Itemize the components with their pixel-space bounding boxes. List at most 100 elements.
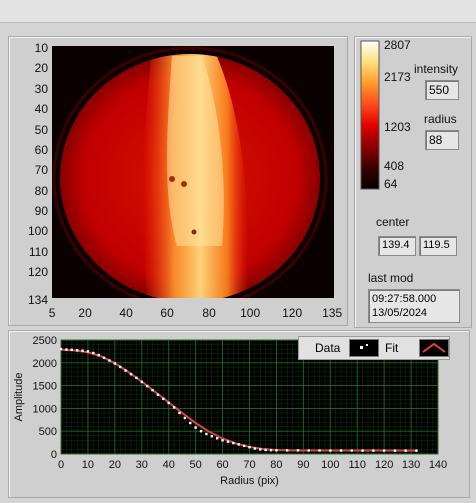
data-point <box>145 384 149 388</box>
image-y-tick: 30 <box>34 82 48 96</box>
data-point <box>242 444 246 447</box>
data-point <box>361 449 364 452</box>
data-point <box>259 448 262 451</box>
colorbar-tick: 2173 <box>384 70 411 84</box>
x-tick-label: 130 <box>402 459 420 471</box>
x-tick-label: 70 <box>243 459 255 471</box>
data-point <box>307 449 310 452</box>
legend-data-swatch <box>349 339 379 357</box>
data-point <box>248 445 251 449</box>
data-point <box>286 449 289 452</box>
x-tick-label: 110 <box>348 459 366 471</box>
image-y-tick: 10 <box>34 41 48 55</box>
y-tick-label: 2500 <box>33 335 57 347</box>
image-x-tick: 135 <box>322 306 343 320</box>
data-point <box>97 353 100 357</box>
data-point <box>253 447 257 450</box>
data-point <box>215 437 219 440</box>
last-mod-time: 09:27:58.000 <box>372 293 437 305</box>
data-point <box>210 435 213 438</box>
y-tick-label: 500 <box>39 426 57 438</box>
data-point <box>393 449 397 452</box>
data-point <box>156 393 160 396</box>
center-label: center <box>376 215 410 229</box>
data-point <box>178 411 181 415</box>
image-x-tick: 120 <box>282 306 303 320</box>
image-y-tick: 90 <box>34 204 48 218</box>
y-tick-label: 0 <box>51 449 57 461</box>
radius-field[interactable]: 88 <box>425 130 459 150</box>
colorbar-tick: 2807 <box>384 38 411 52</box>
legend-data-label: Data <box>315 341 341 355</box>
colorbar-tick: 1203 <box>384 120 411 134</box>
data-point <box>194 426 197 429</box>
y-tick-label: 1500 <box>33 381 57 393</box>
legend-fit-swatch <box>419 339 449 357</box>
image-x-tick: 5 <box>48 306 56 320</box>
data-point <box>226 440 230 443</box>
data-point <box>183 416 187 420</box>
beam-intensity-image[interactable] <box>52 46 334 298</box>
data-point <box>70 348 73 352</box>
data-point <box>232 441 235 445</box>
data-point <box>108 359 111 362</box>
colorbar-ramp <box>360 40 380 190</box>
data-point <box>151 388 154 392</box>
x-tick-label: 80 <box>270 459 282 471</box>
y-tick-label: 2000 <box>33 358 57 370</box>
data-point <box>167 401 170 405</box>
image-y-tick: 50 <box>34 123 48 137</box>
data-point <box>221 439 224 442</box>
image-y-tick: 120 <box>27 265 48 279</box>
x-tick-label: 120 <box>375 459 393 471</box>
image-x-tick: 20 <box>78 306 92 320</box>
image-y-tick: 40 <box>34 102 48 116</box>
window-top-bar <box>0 0 476 23</box>
x-tick-label: 10 <box>82 459 94 471</box>
x-tick-label: 140 <box>429 459 447 471</box>
data-point <box>135 376 138 380</box>
data-point <box>113 362 117 365</box>
data-point <box>140 380 143 384</box>
center-y-field[interactable]: 119.5 <box>419 236 457 256</box>
x-tick-label: 60 <box>216 459 228 471</box>
center-x-field[interactable]: 139.4 <box>378 236 416 256</box>
data-point <box>124 369 127 372</box>
last-mod-date: 13/05/2024 <box>372 307 428 319</box>
data-point <box>264 448 267 452</box>
data-point <box>199 430 203 433</box>
x-tick-label: 40 <box>163 459 175 471</box>
data-point <box>65 348 68 351</box>
data-point <box>372 449 375 452</box>
data-point <box>102 356 106 359</box>
data-point <box>237 443 240 446</box>
data-point <box>296 449 300 452</box>
radius-label: radius <box>424 112 457 126</box>
x-axis-label: Radius (pix) <box>220 475 279 487</box>
plot-legend[interactable]: Data Fit <box>298 336 450 360</box>
data-point <box>318 449 321 452</box>
data-point <box>329 449 332 452</box>
data-point <box>275 449 278 452</box>
last-mod-label: last mod <box>368 271 414 285</box>
intensity-field[interactable]: 550 <box>425 80 459 100</box>
radial-profile-chart[interactable]: 0 10 20 30 40 50 60 70 80 90 100 110 120 130 140 0 500 10… <box>8 330 468 496</box>
last-mod-field[interactable]: 09:27:58.000 13/05/2024 <box>368 289 460 323</box>
data-point <box>350 449 354 452</box>
image-x-tick: 60 <box>160 306 174 320</box>
data-point <box>189 421 192 425</box>
data-point <box>172 406 176 409</box>
intensity-label: intensity <box>414 62 459 76</box>
x-tick-label: 0 <box>58 459 64 471</box>
y-axis-label: Amplitude <box>13 373 25 422</box>
data-point <box>86 350 90 353</box>
data-point <box>59 347 63 351</box>
data-point <box>269 448 273 452</box>
colorbar-tick: 408 <box>384 159 405 173</box>
data-point <box>92 351 95 355</box>
x-tick-label: 30 <box>136 459 148 471</box>
image-x-tick: 40 <box>119 306 133 320</box>
colorbar-tick: 64 <box>384 177 398 191</box>
image-y-tick: 80 <box>34 184 48 198</box>
data-point <box>382 449 386 452</box>
